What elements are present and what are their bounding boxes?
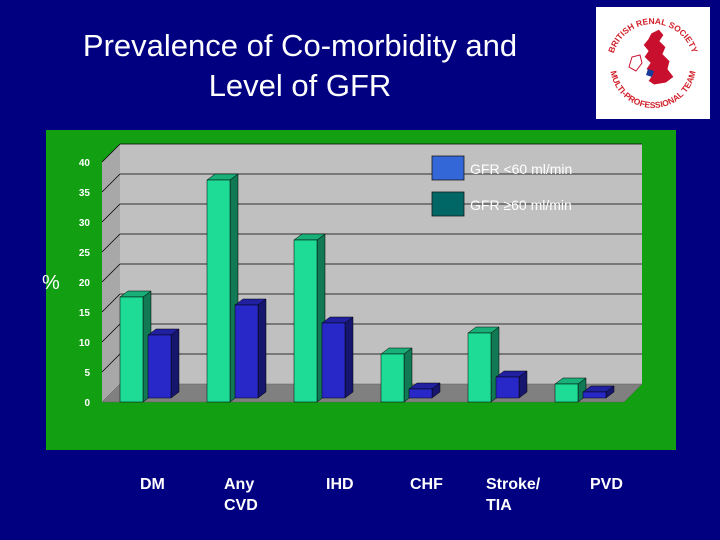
bar-gfr-ge-60-pvd: [582, 385, 615, 399]
y-axis-label: %: [42, 272, 60, 294]
x-category-label: IHD: [326, 476, 354, 493]
bar-front: [467, 332, 492, 403]
y-tick-label: 35: [79, 188, 91, 199]
bar-front: [554, 383, 579, 403]
bar-gfr-lt-60-dm: [119, 290, 152, 403]
society-logo: BRITISH RENAL SOCIETY MULTI-PROFESSIONAL…: [596, 7, 710, 119]
gridline-side: [101, 143, 121, 163]
bar-front: [408, 388, 433, 399]
slide-title: Prevalence of Co-morbidity and Level of …: [20, 26, 580, 106]
bar-front: [321, 322, 346, 399]
bar-front: [293, 239, 318, 403]
chart-panel: 0 5 10 15 20 25 30 35 40 GFR <60 ml/min GFR ≥60 m…: [46, 130, 676, 450]
bar-chart: 0 5 10 15 20 25 30 35 40 GFR <60 ml/min GFR ≥60 m…: [79, 143, 643, 409]
y-tick-label: 15: [79, 308, 91, 319]
y-tick-label: 20: [79, 278, 91, 289]
x-category-label: PVD: [590, 476, 623, 493]
gridline-side: [101, 203, 121, 223]
legend-swatch-2: [431, 191, 465, 217]
legend-label-1: GFR <60 ml/min: [470, 161, 572, 177]
logo-graphic: BRITISH RENAL SOCIETY MULTI-PROFESSIONAL…: [606, 16, 700, 110]
y-tick-label: 40: [79, 158, 91, 169]
x-category-label: DM: [140, 476, 165, 493]
bar-front: [147, 334, 172, 399]
y-tick-label: 30: [79, 218, 91, 229]
bar-side: [257, 298, 267, 399]
bar-gfr-lt-60-ihd: [293, 233, 326, 403]
bar-gfr-lt-60-pvd: [554, 377, 587, 403]
title-line-1: Prevalence of Co-morbidity and: [82, 28, 518, 63]
legend-swatch-1: [431, 155, 465, 181]
bar-gfr-lt-60-any-cvd: [206, 173, 239, 403]
bar-front: [119, 296, 144, 403]
ireland-map-icon: [628, 54, 643, 72]
bar-front: [582, 391, 607, 399]
gridline-side: [101, 323, 121, 343]
y-tick-label: 0: [84, 398, 90, 409]
bar-gfr-ge-60-dm: [147, 328, 180, 399]
bar-gfr-ge-60-stroke-tia: [495, 370, 528, 399]
gridline-side: [101, 263, 121, 283]
britain-map-icon: [642, 28, 675, 86]
bar-gfr-lt-60-stroke-tia: [467, 326, 500, 403]
legend-label-2: GFR ≥60 ml/min: [470, 197, 572, 213]
wales-map-icon: [646, 69, 654, 77]
bar-front: [495, 376, 520, 399]
bar-gfr-ge-60-chf: [408, 382, 441, 399]
x-category-label: CHF: [410, 476, 443, 493]
bar-gfr-ge-60-any-cvd: [234, 298, 267, 399]
gridline-side: [101, 233, 121, 253]
bar-front: [234, 304, 259, 399]
bar-gfr-lt-60-chf: [380, 347, 413, 403]
bar-front: [206, 179, 231, 403]
bar-front: [380, 353, 405, 403]
title-line-2: Level of GFR: [208, 68, 392, 103]
y-tick-label: 5: [84, 368, 90, 379]
x-category-label: Stroke/ TIA: [486, 476, 541, 514]
bar-side: [344, 316, 354, 399]
bar-side: [170, 328, 180, 399]
x-category-label: Any CVD: [224, 476, 258, 514]
y-tick-label: 25: [79, 248, 91, 259]
bar-gfr-ge-60-ihd: [321, 316, 354, 399]
gridline-side: [101, 353, 121, 373]
gridline-side: [101, 293, 121, 313]
gridline-side: [101, 173, 121, 193]
y-tick-label: 10: [79, 338, 91, 349]
